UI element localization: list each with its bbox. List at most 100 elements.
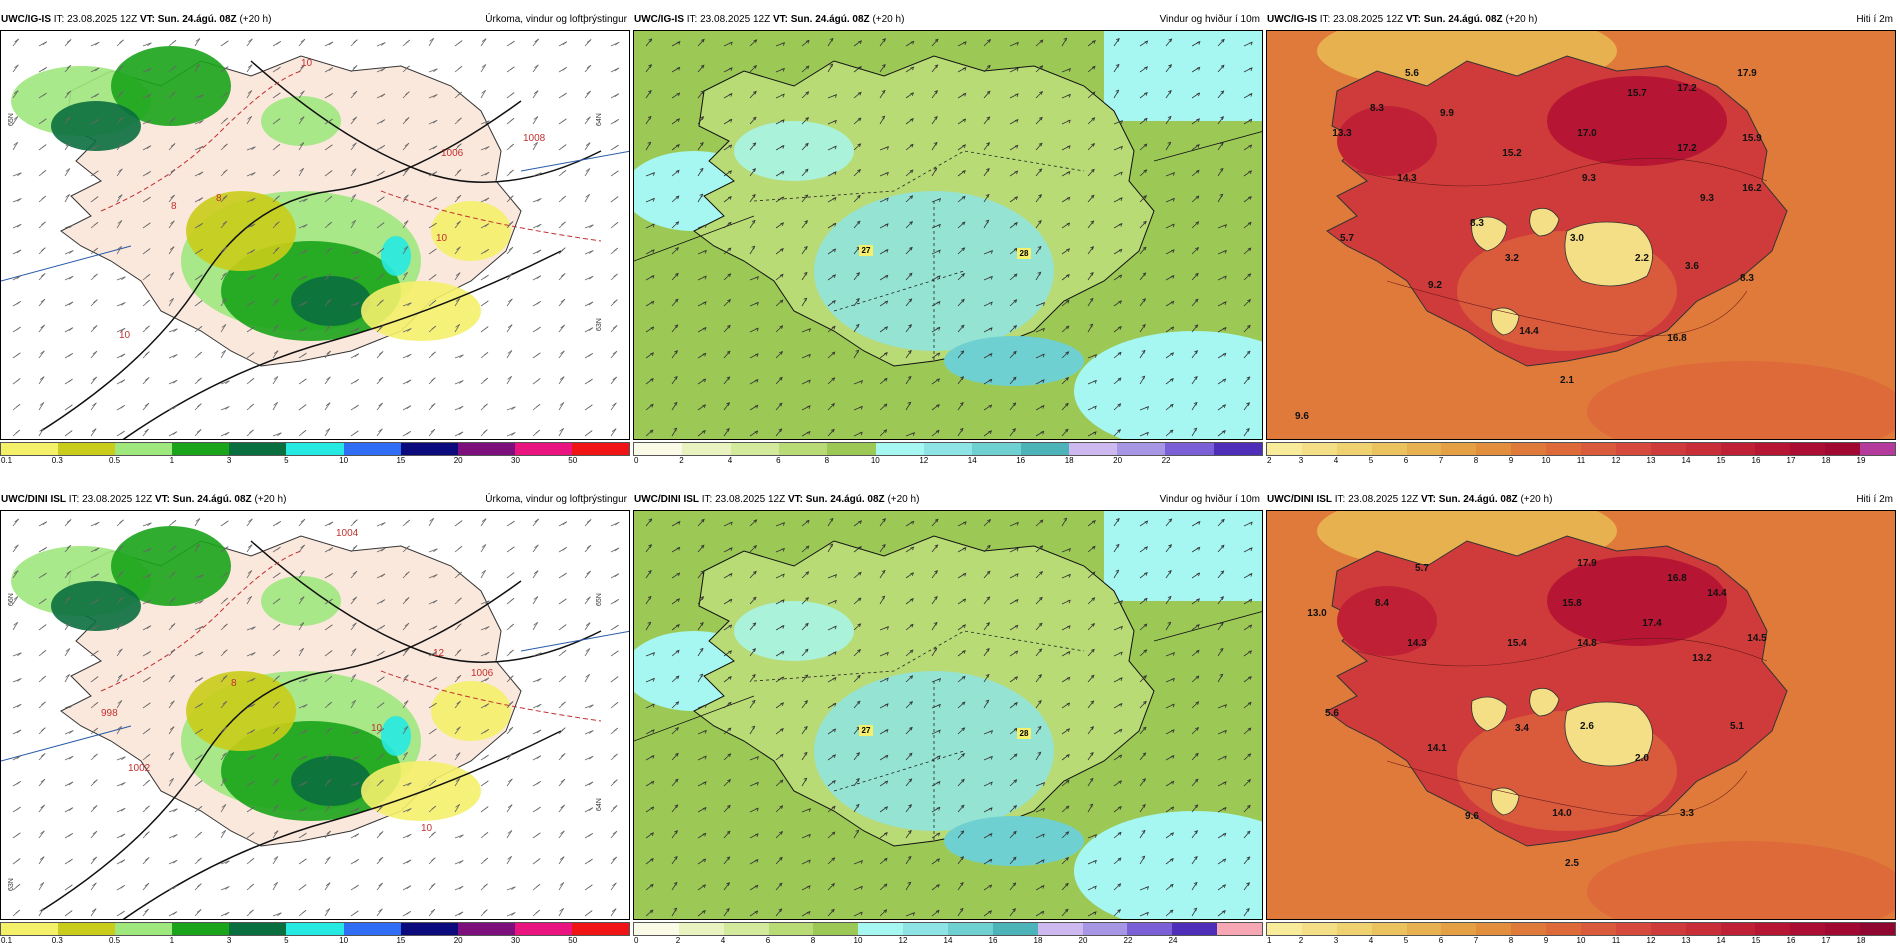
- arrow-head: [676, 118, 681, 122]
- barb-tick: [406, 833, 412, 838]
- arrow-head: [1142, 298, 1147, 302]
- wind-vector: [775, 728, 784, 735]
- arrow-head: [675, 195, 680, 200]
- arrow-head: [1144, 546, 1149, 550]
- wind-vector: [272, 402, 278, 411]
- barb-tick: [328, 547, 334, 551]
- wind-vector: [168, 220, 175, 229]
- wind-vector: [454, 752, 461, 761]
- barb-tick: [223, 66, 229, 70]
- wind-vector: [645, 909, 654, 917]
- arrow-head: [807, 833, 811, 838]
- wind-vector: [671, 195, 680, 203]
- barb-tick: [509, 598, 515, 602]
- legend-ticks: 0.1 0.3 0.5 1 3 5 10 15 20 30 50: [0, 456, 630, 468]
- legend-tick: 20: [453, 936, 463, 945]
- arrow-head: [752, 673, 756, 678]
- arrow-head: [960, 856, 965, 860]
- barb-tick: [326, 324, 332, 329]
- barb-tick: [274, 727, 280, 731]
- wind-vector: [1139, 118, 1148, 125]
- legend-tick: 0: [634, 936, 639, 945]
- wind-vector: [246, 544, 253, 553]
- precip-area: [51, 581, 141, 631]
- arrow-head: [700, 621, 704, 626]
- wind-vector: [1243, 325, 1251, 333]
- wind-vector: [723, 702, 732, 709]
- arrow-head: [752, 142, 757, 147]
- arrow-head: [962, 598, 967, 603]
- barb-tick: [171, 597, 176, 601]
- wind-vector: [1139, 221, 1147, 229]
- arrow-head: [804, 725, 808, 730]
- arrow-head: [833, 599, 837, 604]
- arrow-head: [728, 650, 733, 654]
- wind-vector: [246, 64, 253, 73]
- latitude-label: 63N: [8, 878, 15, 891]
- arrow-head: [1067, 548, 1072, 552]
- legend-tick: 15: [1751, 936, 1761, 945]
- legend-swatch: [172, 443, 230, 455]
- barb-tick: [223, 649, 228, 653]
- gust-marker: [1017, 728, 1031, 739]
- it-value: 23.08.2025 12Z: [82, 494, 153, 505]
- arrow-head: [726, 882, 731, 886]
- barb-tick: [16, 832, 21, 837]
- legend-tick: 30: [511, 936, 520, 945]
- legend-tick: 0.3: [51, 456, 63, 465]
- arrow-head: [985, 699, 990, 704]
- barb-tick: [327, 701, 333, 706]
- barb-tick: [221, 324, 227, 328]
- legend-tick: 6: [1403, 456, 1409, 465]
- wind-vector: [350, 622, 357, 631]
- arrow-head: [832, 171, 837, 176]
- arrow-head: [675, 675, 680, 680]
- wind-vector: [775, 402, 783, 411]
- arrow-head: [1064, 428, 1069, 433]
- barb-tick: [406, 405, 412, 409]
- arrow-head: [1038, 674, 1043, 678]
- barb-tick: [456, 220, 461, 225]
- barb-tick: [380, 145, 385, 149]
- barb-tick: [457, 520, 463, 524]
- arrow-head: [986, 167, 990, 172]
- legend-swatch: [343, 923, 401, 935]
- barb-tick: [403, 751, 408, 756]
- wind-vector: [246, 116, 252, 125]
- arrow-head: [1222, 378, 1227, 383]
- arrow-head: [1195, 247, 1199, 251]
- wind-vector: [220, 380, 230, 385]
- arrow-head: [1248, 598, 1253, 603]
- header-left: UWC/DINI ISL IT: 23.08.2025 12Z VT: Sun.…: [634, 490, 919, 510]
- wind-vector: [1217, 64, 1225, 73]
- barb-tick: [13, 141, 18, 146]
- arrow-head: [700, 570, 705, 575]
- wind-vector: [350, 250, 360, 255]
- wind-vector: [983, 596, 990, 605]
- legend-tick: 17: [1786, 456, 1796, 465]
- barb-tick: [41, 195, 47, 200]
- barb-tick: [197, 883, 202, 887]
- wind-vector: [827, 831, 836, 839]
- wind-vector: [645, 352, 654, 359]
- wind-vector: [12, 64, 19, 73]
- wind-vector: [1087, 246, 1094, 255]
- barb-tick: [431, 805, 437, 810]
- barb-tick: [16, 223, 22, 228]
- glacier: [1529, 687, 1560, 717]
- wind-vector: [532, 90, 539, 99]
- arrow-head: [884, 300, 889, 305]
- arrow-head: [1222, 832, 1227, 837]
- glacier: [1471, 696, 1508, 732]
- barb-tick: [353, 39, 358, 43]
- barb-tick: [484, 300, 489, 305]
- arrow-head: [779, 299, 784, 304]
- arrow-head: [910, 597, 914, 602]
- wind-vector: [1061, 883, 1069, 891]
- wind-vector: [1061, 351, 1069, 359]
- barb-tick: [613, 779, 618, 783]
- arrow-head: [803, 297, 808, 302]
- contour-label: 10: [301, 58, 313, 69]
- barb-tick: [507, 324, 513, 328]
- wind-vector: [428, 68, 438, 73]
